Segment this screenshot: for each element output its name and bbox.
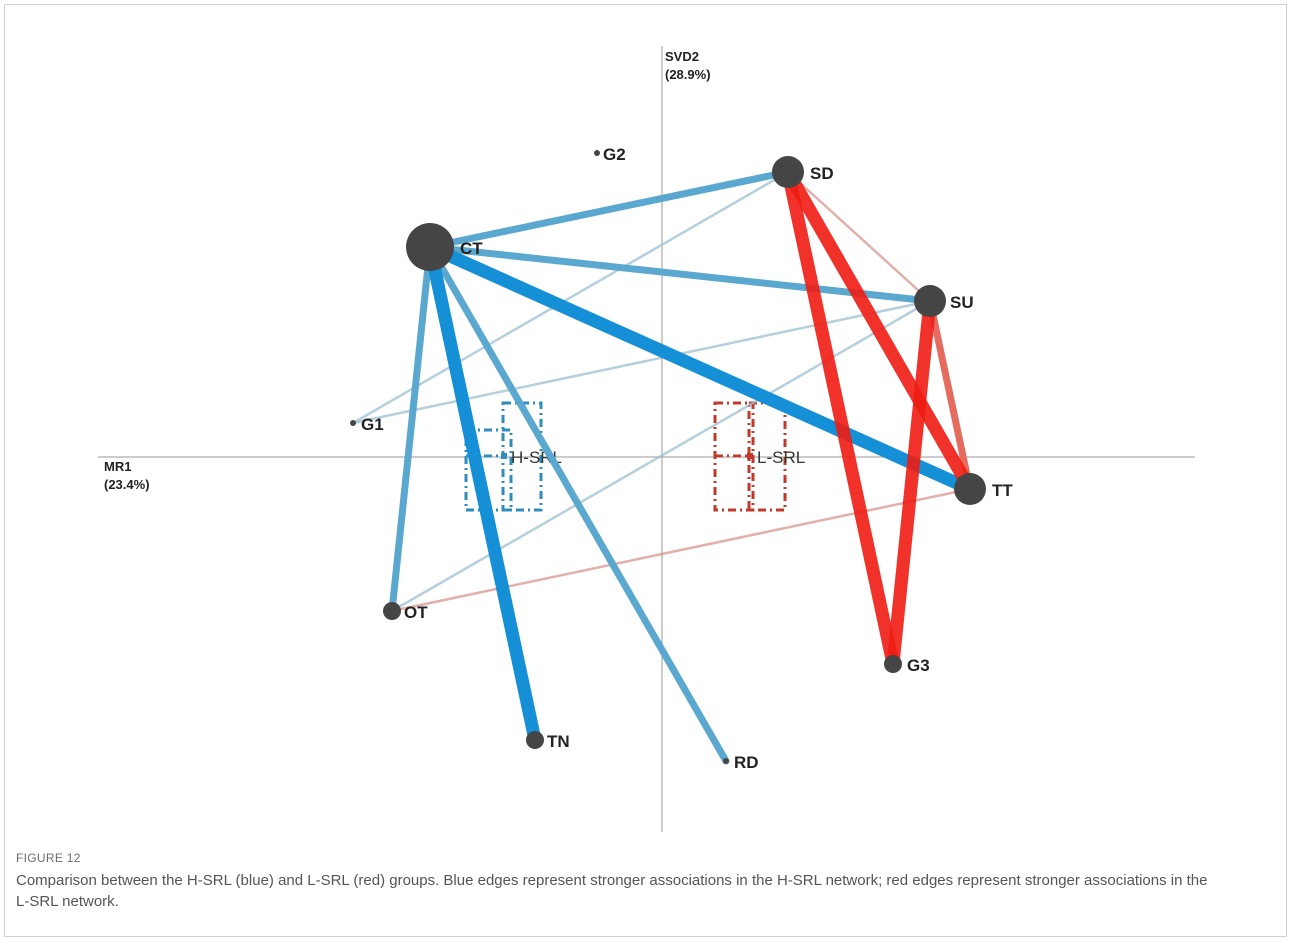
node-label-tn: TN — [547, 732, 570, 751]
edge-sd-tt — [781, 165, 977, 496]
node-label-sd: SD — [810, 164, 834, 183]
edge-ct-tn — [423, 240, 542, 747]
h-srl-centroid-marker — [501, 453, 507, 459]
edge-ct-tt — [423, 240, 977, 496]
x-axis-name: MR1 — [104, 459, 131, 474]
node-g1 — [350, 420, 356, 426]
edge-sd-su — [786, 170, 932, 303]
axes: MR1 (23.4%) SVD2 (28.9%) — [98, 46, 1195, 832]
node-su — [914, 285, 946, 317]
figure-frame — [4, 4, 1287, 937]
y-axis-variance: (28.9%) — [665, 67, 711, 82]
node-g3 — [884, 655, 902, 673]
node-tn — [526, 731, 544, 749]
l-srl-label: L-SRL — [757, 448, 805, 467]
figure-label: FIGURE 12 — [16, 851, 81, 865]
edge-ct-sd — [426, 168, 792, 251]
edge-su-tt — [926, 297, 974, 493]
edge-ct-ot — [388, 243, 434, 615]
node-label-ot: OT — [404, 603, 428, 622]
node-label-g1: G1 — [361, 415, 384, 434]
edges — [351, 165, 977, 765]
edge-g1-su — [351, 299, 932, 425]
edge-ct-rd — [426, 243, 730, 765]
node-ct — [406, 223, 454, 271]
node-rd — [723, 758, 729, 764]
node-sd — [772, 156, 804, 188]
network-plot: MR1 (23.4%) SVD2 (28.9%) H-SRL L-SRL CTS… — [98, 46, 1195, 832]
node-tt — [954, 473, 986, 505]
node-label-tt: TT — [992, 481, 1013, 500]
figure-caption: Comparison between the H-SRL (blue) and … — [16, 872, 1208, 910]
nodes: CT SD SU TT G1 G2 G3 OT TN RD — [350, 145, 1013, 772]
node-label-ct: CT — [460, 239, 483, 258]
edge-sd-g3 — [781, 165, 900, 671]
node-label-g2: G2 — [603, 145, 626, 164]
x-axis-variance: (23.4%) — [104, 477, 150, 492]
edge-ot-su — [390, 299, 932, 613]
node-label-g3: G3 — [907, 656, 930, 675]
edge-ct-su — [426, 243, 934, 305]
y-axis-name: SVD2 — [665, 49, 699, 64]
l-srl-centroid-marker — [747, 453, 753, 459]
node-g2 — [594, 150, 600, 156]
edge-ot-tt — [390, 487, 972, 613]
node-label-rd: RD — [734, 753, 759, 772]
node-ot — [383, 602, 401, 620]
edge-g1-sd — [351, 170, 790, 425]
edge-su-g3 — [886, 294, 937, 671]
node-label-su: SU — [950, 293, 974, 312]
